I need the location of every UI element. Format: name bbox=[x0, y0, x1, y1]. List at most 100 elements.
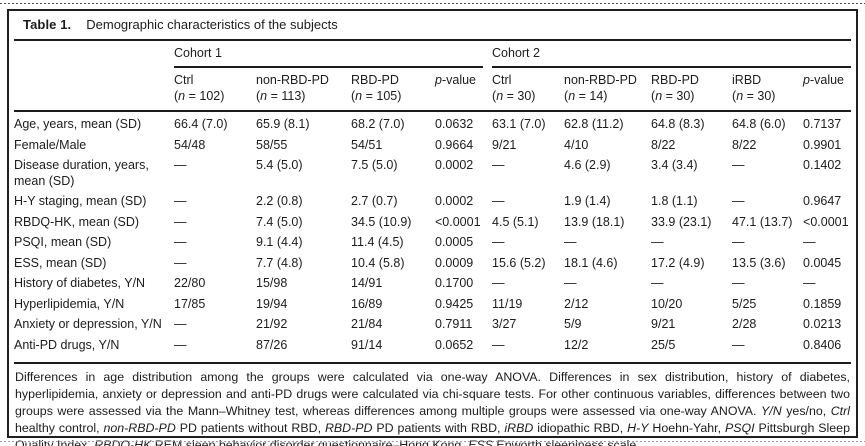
cell-rbdq-hk-mean-sd-col2: 34.5 (10.9) bbox=[351, 214, 412, 229]
table-row-female-male: Female/Male 54/48 58/55 54/51 0.9664 9/21 4/10… bbox=[14, 135, 851, 156]
cell-ess-mean-sd-col0: — bbox=[174, 255, 187, 270]
cell-anxiety-or-depression-y-n-col7: 2/28 bbox=[732, 317, 757, 331]
cell-anxiety-or-depression-y-n-col2: 21/84 bbox=[351, 317, 383, 331]
cell-h-y-staging-mean-sd-col0: — bbox=[174, 194, 187, 208]
table-number: Table 1. bbox=[23, 17, 72, 32]
cell-history-of-diabetes-y-n-col0: 22/80 bbox=[174, 276, 206, 290]
footnote-abbreviation: PSQI bbox=[725, 420, 755, 435]
cell-anti-pd-drugs-y-n-col1: 87/26 bbox=[256, 337, 288, 352]
cell-age-years-mean-sd-col0: 66.4 (7.0) bbox=[174, 117, 228, 131]
cell-history-of-diabetes-y-n-col5: — bbox=[564, 276, 577, 290]
cell-age-years-mean-sd-col7: 64.8 (6.0) bbox=[732, 117, 786, 131]
cell-age-years-mean-sd-col4: 63.1 (7.0) bbox=[492, 117, 546, 131]
cell-h-y-staging-mean-sd-col6: 1.8 (1.1) bbox=[651, 194, 698, 208]
column-n-count: (n = 14) bbox=[564, 88, 608, 103]
cell-female-male-col6: 8/22 bbox=[651, 137, 676, 152]
table-frame: Table 1. Demographic characteristics of t… bbox=[7, 9, 858, 446]
row-label: Hyperlipidemia, Y/N bbox=[14, 296, 125, 311]
cell-anti-pd-drugs-y-n-col3: 0.0652 bbox=[435, 337, 474, 352]
cell-age-years-mean-sd-col1: 65.9 (8.1) bbox=[256, 117, 310, 131]
footnote-text: yes/no, bbox=[781, 403, 831, 418]
cell-rbdq-hk-mean-sd-col4: 4.5 (5.1) bbox=[492, 214, 539, 229]
row-label: Disease duration, years, mean (SD) bbox=[14, 158, 149, 188]
column-header-irbd-7: iRBD (n = 30) bbox=[732, 68, 804, 112]
cell-disease-duration-years-mean-sd-col8: 0.1402 bbox=[803, 158, 842, 172]
footnote-text: Hoehn-Yahr, bbox=[648, 420, 725, 435]
footnote-abbreviation: Y/N bbox=[761, 403, 782, 418]
table-body: Age, years, mean (SD) 66.4 (7.0) 65.9 (8.1… bbox=[14, 111, 851, 356]
column-name: RBD-PD bbox=[351, 73, 399, 87]
cell-hyperlipidemia-y-n-col6: 10/20 bbox=[651, 296, 683, 311]
cell-hyperlipidemia-y-n-col3: 0.9425 bbox=[435, 296, 474, 311]
column-name: RBD-PD bbox=[651, 73, 699, 87]
cell-ess-mean-sd-col1: 7.7 (4.8) bbox=[256, 255, 303, 270]
cell-h-y-staging-mean-sd-col8: 0.9647 bbox=[803, 194, 842, 208]
group-header-cohort-2: Cohort 2 bbox=[492, 41, 851, 68]
row-label: H-Y staging, mean (SD) bbox=[14, 194, 147, 208]
column-name: Ctrl bbox=[174, 73, 194, 87]
cell-disease-duration-years-mean-sd-col4: — bbox=[492, 158, 505, 172]
table-row-anxiety-or-depression-y-n: Anxiety or depression, Y/N — 21/92 21/84 0.7… bbox=[14, 315, 851, 336]
column-name: Ctrl bbox=[492, 73, 512, 87]
cell-rbdq-hk-mean-sd-col3: <0.0001 bbox=[435, 214, 481, 229]
column-name: non-RBD-PD bbox=[564, 73, 637, 87]
cell-h-y-staging-mean-sd-col2: 2.7 (0.7) bbox=[351, 194, 398, 208]
table-row-rbdq-hk-mean-sd: RBDQ-HK, mean (SD) — 7.4 (5.0) 34.5 (10.9) <… bbox=[14, 212, 851, 233]
footnote-abbreviation: H-Y bbox=[627, 420, 649, 435]
cell-anti-pd-drugs-y-n-col7: — bbox=[732, 337, 745, 352]
cell-ess-mean-sd-col2: 10.4 (5.8) bbox=[351, 255, 405, 270]
cell-anti-pd-drugs-y-n-col4: — bbox=[492, 337, 505, 352]
cell-psqi-mean-sd-col5: — bbox=[564, 235, 577, 249]
page-edge-bottom-dashes bbox=[0, 441, 865, 442]
column-n-count: (n = 30) bbox=[492, 88, 536, 103]
cell-anxiety-or-depression-y-n-col4: 3/27 bbox=[492, 317, 517, 331]
cell-psqi-mean-sd-col4: — bbox=[492, 235, 505, 249]
cell-disease-duration-years-mean-sd-col1: 5.4 (5.0) bbox=[256, 158, 303, 172]
cell-rbdq-hk-mean-sd-col1: 7.4 (5.0) bbox=[256, 214, 303, 229]
row-label: PSQI, mean (SD) bbox=[14, 235, 112, 249]
cell-hyperlipidemia-y-n-col1: 19/94 bbox=[256, 296, 288, 311]
column-header-rbd-pd-2: RBD-PD (n = 105) bbox=[351, 68, 435, 112]
cell-age-years-mean-sd-col2: 68.2 (7.0) bbox=[351, 117, 405, 131]
column-name: non-RBD-PD bbox=[256, 73, 329, 87]
column-name: iRBD bbox=[732, 73, 762, 87]
column-header-row: Ctrl (n = 102) non-RBD-PD (n = 113) RBD-PD (n… bbox=[14, 68, 851, 112]
footnote-abbreviation: non-RBD-PD bbox=[103, 420, 176, 435]
group-header-cohort-1: Cohort 1 bbox=[174, 41, 492, 68]
cell-rbdq-hk-mean-sd-col5: 13.9 (18.1) bbox=[564, 214, 625, 229]
column-header-ctrl-4: Ctrl (n = 30) bbox=[492, 68, 565, 112]
cell-disease-duration-years-mean-sd-col6: 3.4 (3.4) bbox=[651, 158, 698, 172]
footnote-text: idiopathic RBD, bbox=[533, 420, 628, 435]
table-footnote: Differences in age distribution among th… bbox=[14, 361, 851, 446]
table-row-psqi-mean-sd: PSQI, mean (SD) — 9.1 (4.4) 11.4 (4.5) 0.000… bbox=[14, 233, 851, 254]
column-header-non-rbd-pd-5: non-RBD-PD (n = 14) bbox=[564, 68, 652, 112]
cell-h-y-staging-mean-sd-col5: 1.9 (1.4) bbox=[564, 194, 611, 208]
cell-ess-mean-sd-col3: 0.0009 bbox=[435, 255, 474, 270]
cell-female-male-col4: 9/21 bbox=[492, 137, 517, 152]
column-header-p-value-3: p-value bbox=[435, 68, 493, 112]
table-row-disease-duration-years-mean-sd: Disease duration, years, mean (SD) — 5.4 (… bbox=[14, 156, 851, 192]
cell-psqi-mean-sd-col1: 9.1 (4.4) bbox=[256, 235, 303, 249]
cell-ess-mean-sd-col6: 17.2 (4.9) bbox=[651, 255, 705, 270]
row-label: Anti-PD drugs, Y/N bbox=[14, 337, 120, 352]
cell-anxiety-or-depression-y-n-col0: — bbox=[174, 317, 187, 331]
cell-history-of-diabetes-y-n-col1: 15/98 bbox=[256, 276, 288, 290]
cell-h-y-staging-mean-sd-col3: 0.0002 bbox=[435, 194, 474, 208]
row-label: Age, years, mean (SD) bbox=[14, 117, 142, 131]
table-caption: Demographic characteristics of the subje… bbox=[86, 17, 338, 32]
cell-disease-duration-years-mean-sd-col2: 7.5 (5.0) bbox=[351, 158, 398, 172]
cell-history-of-diabetes-y-n-col3: 0.1700 bbox=[435, 276, 474, 290]
table-row-history-of-diabetes-y-n: History of diabetes, Y/N 22/80 15/98 14/91 0… bbox=[14, 274, 851, 295]
footnote-text: Differences in age distribution among th… bbox=[15, 369, 850, 418]
cell-history-of-diabetes-y-n-col2: 14/91 bbox=[351, 276, 383, 290]
cell-rbdq-hk-mean-sd-col7: 47.1 (13.7) bbox=[732, 214, 793, 229]
table-title: Table 1. Demographic characteristics of t… bbox=[14, 13, 851, 41]
cell-disease-duration-years-mean-sd-col7: — bbox=[732, 158, 745, 172]
cell-anti-pd-drugs-y-n-col5: 12/2 bbox=[564, 337, 589, 352]
column-n-count: (n = 30) bbox=[651, 88, 695, 103]
column-n-count: (n = 113) bbox=[256, 88, 306, 103]
row-label: RBDQ-HK, mean (SD) bbox=[14, 214, 140, 229]
column-n-count: (n = 102) bbox=[174, 88, 225, 103]
cell-psqi-mean-sd-col3: 0.0005 bbox=[435, 235, 474, 249]
cell-female-male-col0: 54/48 bbox=[174, 137, 206, 152]
